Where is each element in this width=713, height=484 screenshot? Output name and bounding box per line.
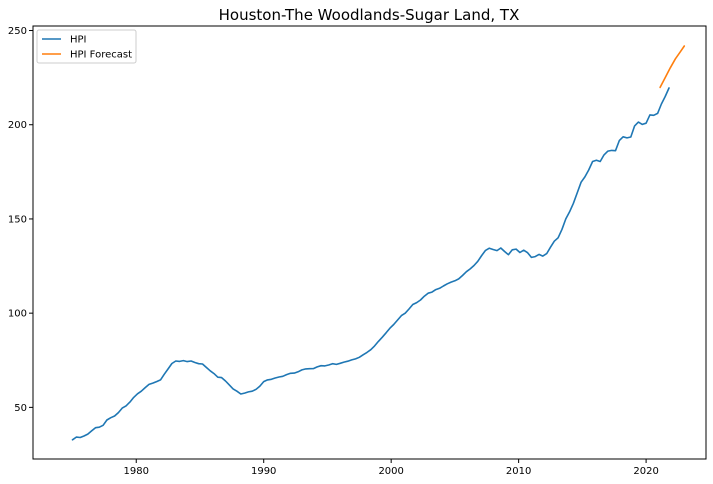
x-tick-label: 2000 [378, 466, 403, 477]
y-tick-label: 50 [14, 403, 27, 414]
axes-frame [32, 25, 707, 460]
x-tick-label: 1990 [251, 466, 276, 477]
series-line-hpi [71, 87, 670, 441]
y-tick-label: 250 [8, 26, 27, 37]
x-tick-label: 1980 [124, 466, 149, 477]
plot-area: 1980 1990 2000 2010 2020 50 100 150 200 250 [8, 26, 686, 477]
x-tick-label: 2020 [633, 466, 658, 477]
legend-label-hpi: HPI [70, 35, 87, 46]
legend: HPI HPI Forecast [36, 29, 137, 64]
y-tick-label: 100 [8, 309, 27, 320]
legend-label-hpi-forecast: HPI Forecast [70, 50, 132, 61]
legend-box [36, 29, 137, 64]
y-tick-label: 200 [8, 120, 27, 131]
x-tick-label: 2010 [506, 466, 531, 477]
y-tick-label: 150 [8, 214, 27, 225]
series-line-hpi-forecast [659, 45, 686, 89]
chart-title: Houston-The Woodlands-Sugar Land, TX [219, 6, 520, 24]
